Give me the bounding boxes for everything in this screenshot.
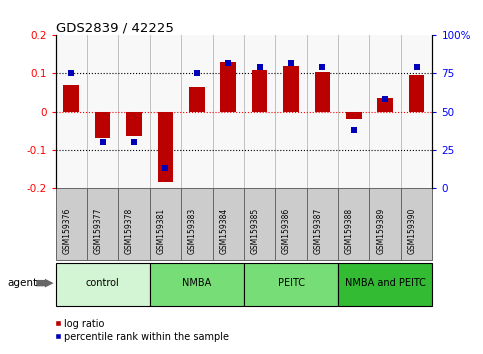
Text: GSM159384: GSM159384 (219, 208, 228, 255)
Text: agent: agent (7, 278, 37, 288)
Text: GSM159389: GSM159389 (376, 208, 385, 255)
Bar (126, 112, 142, 136)
Bar (118, 188, 150, 260)
Bar (189, 87, 205, 112)
Bar (56, 35, 87, 188)
Text: NMBA: NMBA (182, 278, 212, 288)
Bar (275, 35, 307, 188)
Bar (181, 188, 213, 260)
Text: GDS2839 / 42225: GDS2839 / 42225 (56, 21, 173, 34)
Bar (213, 188, 244, 260)
Bar (401, 188, 432, 260)
Bar (338, 188, 369, 260)
Text: GSM159378: GSM159378 (125, 208, 134, 255)
Bar (338, 263, 432, 306)
Bar (220, 62, 236, 112)
Bar (307, 35, 338, 188)
Bar (150, 188, 181, 260)
Bar (87, 35, 118, 188)
Bar (244, 188, 275, 260)
Text: GSM159387: GSM159387 (313, 208, 323, 255)
Bar (95, 112, 111, 138)
Text: GSM159390: GSM159390 (408, 208, 416, 255)
Bar (377, 98, 393, 112)
Text: control: control (86, 278, 119, 288)
Bar (150, 263, 244, 306)
Bar (252, 70, 268, 112)
Text: GSM159388: GSM159388 (345, 208, 354, 255)
Bar (401, 35, 432, 188)
Bar (118, 35, 150, 188)
Bar (409, 75, 425, 112)
Text: PEITC: PEITC (278, 278, 304, 288)
Legend: log ratio, percentile rank within the sample: log ratio, percentile rank within the sa… (51, 315, 233, 346)
Bar (283, 66, 299, 112)
Bar (369, 35, 401, 188)
Bar (63, 85, 79, 112)
Text: GSM159381: GSM159381 (156, 208, 165, 255)
Bar (56, 188, 87, 260)
Bar (244, 263, 338, 306)
Text: GSM159385: GSM159385 (251, 208, 260, 255)
Text: NMBA and PEITC: NMBA and PEITC (345, 278, 426, 288)
Bar (275, 188, 307, 260)
Bar (307, 188, 338, 260)
Bar (157, 112, 173, 182)
Text: GSM159377: GSM159377 (94, 208, 103, 255)
Text: GSM159376: GSM159376 (62, 208, 71, 255)
Text: GSM159383: GSM159383 (188, 208, 197, 255)
Bar (244, 35, 275, 188)
Bar (87, 188, 118, 260)
Bar (338, 35, 369, 188)
Bar (181, 35, 213, 188)
Bar (150, 35, 181, 188)
Bar (314, 72, 330, 112)
Bar (213, 35, 244, 188)
Bar (369, 188, 401, 260)
Text: GSM159386: GSM159386 (282, 208, 291, 255)
Bar (56, 263, 150, 306)
Bar (346, 112, 362, 119)
